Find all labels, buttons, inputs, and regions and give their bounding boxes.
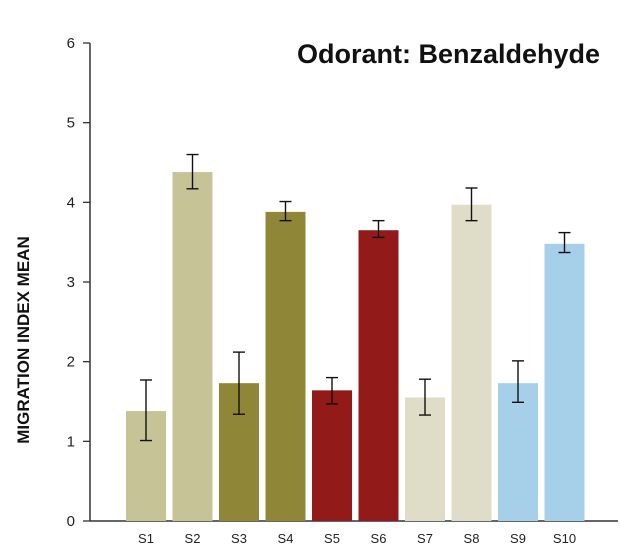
y-axis-label: MIGRATION INDEX MEAN: [14, 236, 33, 443]
bar-s7: [405, 397, 445, 521]
error-bar-s3: [233, 351, 245, 415]
x-tick-label: S9: [510, 531, 526, 546]
y-tick-label: 0: [67, 513, 75, 530]
x-tick-label: S2: [185, 531, 201, 546]
error-bar-s5: [326, 376, 338, 405]
x-tick-label: S7: [417, 531, 433, 546]
x-tick-label: S5: [324, 531, 340, 546]
x-tick-label: S1: [138, 531, 154, 546]
bar-s5: [312, 390, 352, 521]
x-tick-label: S8: [464, 531, 480, 546]
bar-s4: [265, 211, 306, 522]
x-tick-label: S3: [231, 531, 247, 546]
bars-group: [126, 172, 585, 522]
y-tick-label: 6: [67, 35, 75, 52]
error-bars-group: [140, 153, 571, 442]
error-bar-s9: [512, 360, 524, 403]
x-tick-label: S6: [371, 531, 387, 546]
x-tick-label: S4: [278, 531, 294, 546]
error-bar-s10: [558, 231, 571, 254]
y-tick-label: 2: [67, 354, 75, 371]
y-axis-ticks: 0 1 2 3 4 5 6: [67, 35, 90, 530]
y-tick-label: 5: [67, 115, 75, 132]
y-tick-label: 4: [67, 194, 75, 211]
x-tick-label: S10: [553, 531, 576, 546]
bar-s6: [358, 230, 399, 521]
error-bar-s4: [279, 200, 292, 222]
x-axis-ticks: S1 S2 S3 S4 S5 S6 S7 S8 S9 S10: [138, 531, 576, 546]
error-bar-s8: [465, 187, 478, 222]
bar-s10: [544, 243, 585, 521]
bar-s2: [172, 172, 213, 521]
error-bar-s1: [140, 379, 152, 442]
bar-s8: [451, 204, 492, 521]
bar-s9: [498, 383, 538, 521]
y-tick-label: 3: [67, 274, 75, 291]
error-bar-s7: [419, 378, 431, 416]
error-bar-s2: [186, 153, 199, 190]
y-tick-label: 1: [67, 433, 75, 450]
chart-title: Odorant: Benzaldehyde: [297, 39, 600, 69]
error-bar-s6: [372, 219, 385, 239]
